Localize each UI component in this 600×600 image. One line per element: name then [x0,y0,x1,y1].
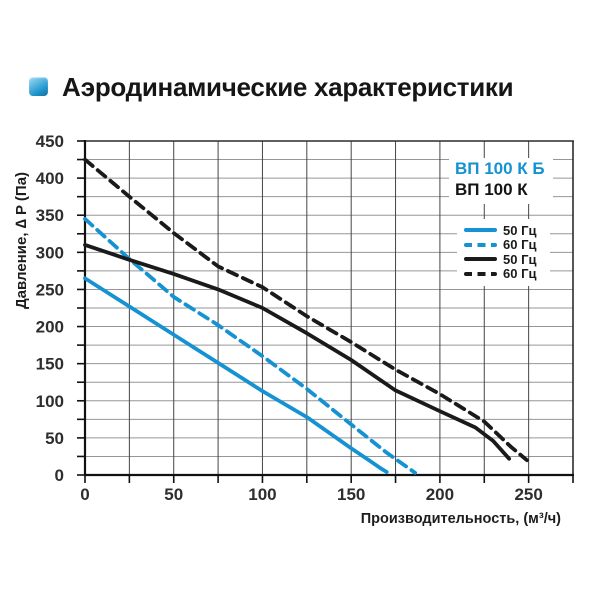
bullet-square-icon [29,77,48,96]
fan-curves [83,157,529,475]
legend-item: 60 Гц [464,266,550,282]
x-axis-title: Производительность, (м³/ч) [360,511,561,527]
y-tick-label: 100 [36,392,64,411]
x-tick-label: 50 [164,485,183,504]
curve-solid [83,243,511,461]
curve-solid [83,276,389,474]
legend-item: 50 Гц [464,223,550,238]
legend-line-black-solid-icon [464,257,497,262]
legend-model-names: ВП 100 К Б ВП 100 К [449,158,553,204]
x-tick-label: 100 [248,485,276,504]
curve-dashed [83,217,417,475]
y-tick-label: 450 [36,132,64,151]
legend-line-blue-dashed-icon [464,242,497,247]
legend-line-black-dashed-icon [464,271,497,276]
model-name-vp100k: ВП 100 К [455,180,528,199]
y-tick-label: 50 [45,429,64,448]
model-name-vp100kb: ВП 100 К Б [455,159,545,178]
y-tick-label: 200 [36,318,64,337]
x-tick-label: 200 [426,485,454,504]
y-tick-label: 0 [55,466,64,485]
legend-label: 50 Гц [503,222,537,238]
legend-line-blue-solid-icon [464,228,497,233]
y-tick-labels: 0 50 100 150 200 250 300 350 400 450 [36,132,64,485]
legend-label: 60 Гц [503,266,537,282]
y-tick-label: 250 [36,280,64,299]
legend: 50 Гц 60 Гц 50 Гц 60 Гц [457,219,550,286]
curve-dashed [83,157,529,463]
y-tick-label: 150 [36,355,64,374]
axis-ticks [77,140,574,483]
y-tick-label: 300 [36,243,64,262]
legend-item: 50 Гц [464,252,550,267]
x-tick-label: 0 [80,485,89,504]
x-tick-labels: 0 50 100 150 200 250 [80,485,543,504]
y-axis-title: Давление, ∆ P (Па) [13,171,30,309]
y-tick-label: 350 [36,206,64,225]
x-tick-label: 250 [514,485,542,504]
legend-item: 60 Гц [464,237,550,253]
page-title: Аэродинамические характеристики [62,72,514,102]
x-tick-label: 150 [337,485,365,504]
legend-label: 50 Гц [503,251,537,267]
legend-label: 60 Гц [503,237,537,253]
plot-frame [83,140,574,477]
y-tick-label: 400 [36,169,64,188]
page-header: Аэродинамические характеристики [29,72,514,103]
